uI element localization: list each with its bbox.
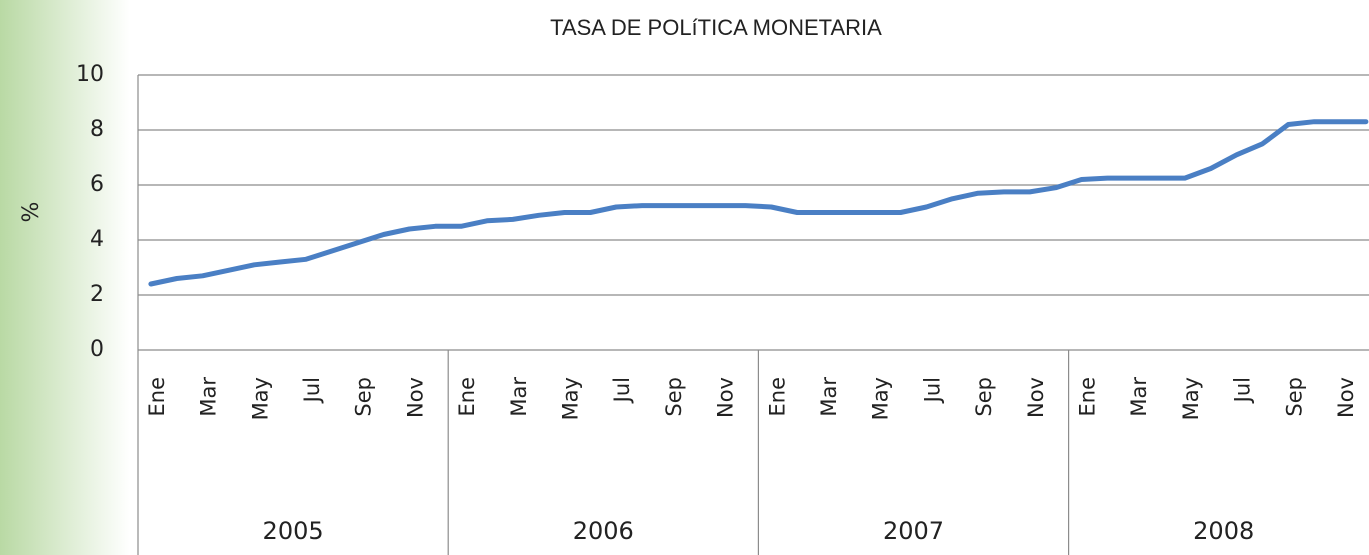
y-tick-label: 2 [90, 282, 104, 307]
y-tick-label: 4 [90, 227, 104, 252]
year-label: 2007 [883, 517, 944, 545]
year-label: 2008 [1193, 517, 1254, 545]
x-tick-label: Sep [972, 377, 996, 417]
x-tick-label: Sep [352, 377, 376, 417]
x-tick-label: Jul [300, 377, 324, 404]
x-tick-label: Sep [662, 377, 686, 417]
x-tick-label: Sep [1282, 377, 1306, 417]
year-label: 2006 [573, 517, 634, 545]
y-tick-label: 8 [90, 117, 104, 142]
y-tick-label: 0 [90, 337, 104, 362]
x-tick-label: Mar [507, 377, 531, 417]
x-tick-label: Nov [1024, 377, 1048, 418]
x-tick-label: Ene [145, 377, 169, 417]
x-tick-label: Ene [455, 377, 479, 417]
x-tick-label: Mar [197, 377, 221, 417]
chart-title: TASA DE POLíTICA MONETARIA [550, 15, 882, 40]
x-tick-label: Ene [765, 377, 789, 417]
data-line [148, 119, 1369, 287]
x-tick-label: Jul [920, 377, 944, 404]
x-tick-label: May [869, 377, 893, 420]
x-tick-label: Nov [403, 377, 427, 418]
x-tick-label: May [248, 377, 272, 420]
x-tick-label: May [1179, 377, 1203, 420]
x-tick-label: Jul [1231, 377, 1255, 404]
x-tick-label: Mar [817, 377, 841, 417]
x-tick-label: May [559, 377, 583, 420]
x-tick-label: Mar [1127, 377, 1151, 417]
year-label: 2005 [263, 517, 324, 545]
y-tick-label: 10 [76, 62, 104, 87]
x-tick-label: Nov [714, 377, 738, 418]
y-axis-label: % [19, 202, 44, 223]
x-tick-label: Nov [1334, 377, 1358, 418]
x-tick-label: Jul [610, 377, 634, 404]
y-tick-label: 6 [90, 172, 104, 197]
x-tick-label: Ene [1076, 377, 1100, 417]
background-strip [0, 0, 130, 555]
